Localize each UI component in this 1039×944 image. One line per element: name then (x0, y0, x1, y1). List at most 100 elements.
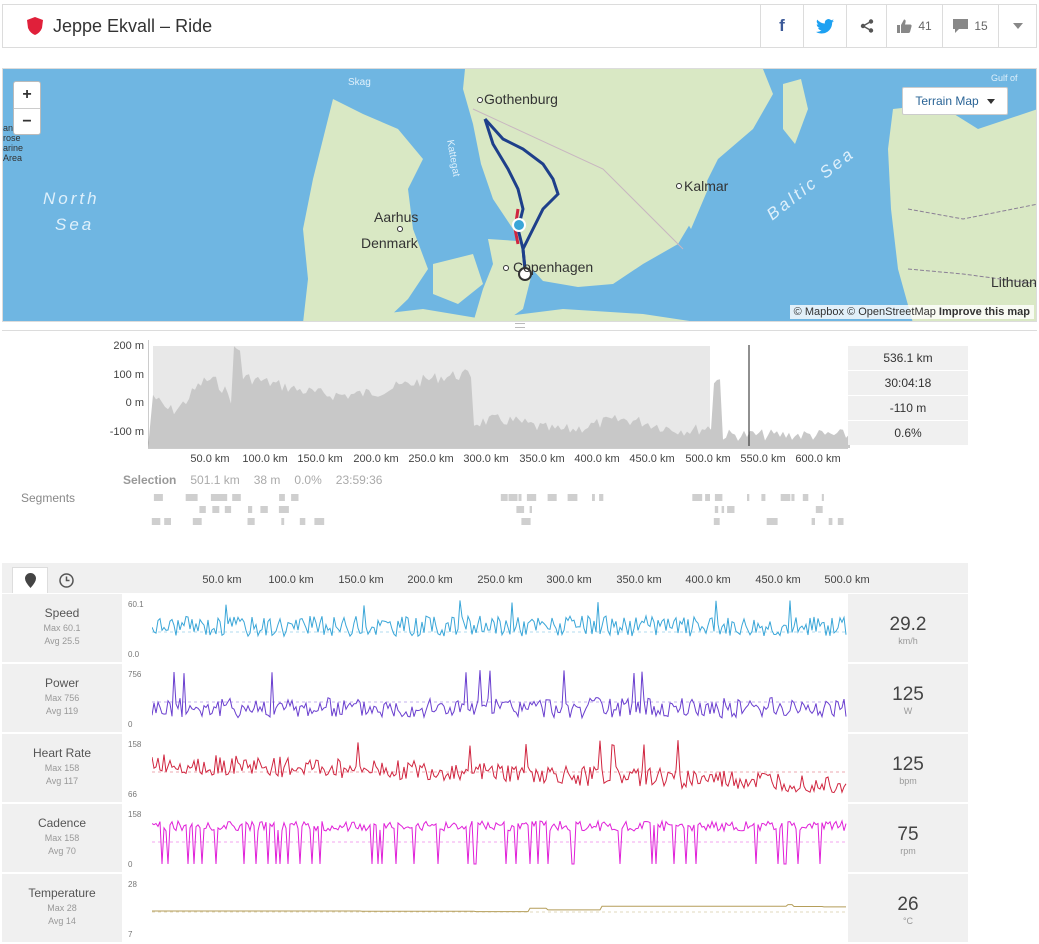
map-type-dropdown[interactable]: Terrain Map (902, 87, 1008, 115)
stream-row-power[interactable]: Power Max 756 Avg 119 756 0 125 W (2, 664, 968, 734)
stream-max: Max 60.1 (43, 623, 81, 633)
segment-bar[interactable] (248, 506, 253, 513)
segment-bar[interactable] (224, 506, 232, 513)
stream-line (152, 670, 847, 720)
stream-row-speed[interactable]: Speed Max 60.1 Avg 25.5 60.1 0.0 29.2 km… (2, 594, 968, 664)
map-label-aarhus: Aarhus (374, 209, 419, 225)
segment-bar[interactable] (727, 506, 735, 513)
segment-bar[interactable] (837, 518, 844, 525)
segment-bar[interactable] (299, 518, 303, 525)
segment-bar[interactable] (828, 518, 833, 525)
kudos-button[interactable]: 41 (886, 5, 942, 47)
map-label-marine-2: rose (3, 133, 21, 143)
segment-bar[interactable] (212, 506, 220, 513)
segment-bar[interactable] (599, 494, 604, 501)
power-stream-chart[interactable] (152, 666, 848, 730)
stream-row-cadence[interactable]: Cadence Max 158 Avg 70 158 0 75 rpm (2, 804, 968, 874)
selection-time: 23:59:36 (335, 473, 383, 487)
segment-bar[interactable] (291, 494, 299, 501)
segment-bar[interactable] (199, 506, 206, 513)
improve-map-link[interactable]: Improve this map (938, 306, 1030, 318)
elevation-x-tick: 150.0 km (297, 453, 343, 465)
segment-bar[interactable] (692, 494, 702, 501)
heart-rate-stream-chart[interactable] (152, 736, 848, 800)
segment-bar[interactable] (212, 494, 221, 501)
segment-bar[interactable] (219, 494, 223, 501)
segment-bar[interactable] (802, 494, 809, 501)
segment-bar[interactable] (592, 494, 595, 501)
segment-bar[interactable] (767, 518, 778, 525)
map-pin-tab[interactable] (12, 567, 48, 593)
segment-bar[interactable] (766, 518, 769, 525)
speed-stream-chart[interactable] (152, 596, 848, 660)
segment-bar[interactable] (521, 518, 531, 525)
segment-bar[interactable] (278, 506, 289, 513)
stream-line (152, 600, 847, 638)
segment-bar[interactable] (714, 506, 719, 513)
segment-bar[interactable] (526, 494, 537, 501)
segment-bar[interactable] (260, 506, 268, 513)
segment-bar[interactable] (815, 506, 823, 513)
comments-count: 15 (974, 19, 988, 33)
cadence-stream-chart[interactable] (152, 806, 848, 870)
segments-track[interactable] (150, 492, 850, 532)
segment-bar[interactable] (186, 494, 195, 501)
stream-x-tick: 300.0 km (546, 574, 592, 586)
segment-bar[interactable] (721, 506, 725, 513)
stream-value: 125 W (848, 664, 968, 732)
segment-bar[interactable] (705, 494, 710, 501)
segment-bar[interactable] (164, 518, 171, 525)
segment-bar[interactable] (761, 494, 766, 501)
segment-bar[interactable] (232, 494, 241, 501)
segment-bar[interactable] (247, 518, 255, 525)
stream-row-heart-rate[interactable]: Heart Rate Max 158 Avg 117 158 66 125 bp… (2, 734, 968, 804)
stream-name: Power (44, 676, 79, 690)
route-map[interactable]: Gothenburg Kalmar Aarhus Denmark Copenha… (2, 68, 1037, 322)
segment-bar[interactable] (500, 494, 508, 501)
share-button[interactable] (846, 5, 886, 47)
segment-bar[interactable] (281, 518, 285, 525)
segment-bar[interactable] (219, 494, 228, 501)
selection-distance: 501.1 km (190, 473, 240, 487)
segment-bar[interactable] (714, 494, 723, 501)
map-label-lithuania: Lithuan (991, 274, 1037, 290)
segment-bar[interactable] (151, 518, 161, 525)
segment-bar[interactable] (314, 518, 324, 525)
segment-bar[interactable] (782, 494, 790, 501)
stream-row-temperature[interactable]: Temperature Max 28 Avg 14 28 7 26 °C (2, 874, 968, 944)
attribution-mapbox-link[interactable]: © Mapbox (793, 306, 844, 318)
segment-bar[interactable] (747, 494, 750, 501)
temperature-stream-chart[interactable] (152, 876, 848, 940)
segment-bar[interactable] (279, 494, 285, 501)
segment-bar[interactable] (821, 494, 824, 501)
segment-bar[interactable] (319, 518, 325, 525)
segment-bar[interactable] (516, 506, 525, 513)
segment-bar[interactable] (811, 518, 815, 525)
segment-bar[interactable] (529, 506, 532, 513)
resize-handle[interactable] (515, 323, 525, 328)
segment-bar[interactable] (192, 518, 202, 525)
elevation-chart[interactable] (148, 340, 850, 452)
segment-bar[interactable] (548, 494, 555, 501)
facebook-share-button[interactable]: f (760, 5, 803, 47)
elevation-y-tick: -100 m (109, 426, 144, 438)
segment-bar[interactable] (713, 518, 720, 525)
elevation-profile (148, 346, 850, 448)
zoom-in-button[interactable]: + (22, 86, 32, 103)
stat-distance: 536.1 km (848, 346, 968, 370)
twitter-share-button[interactable] (803, 5, 846, 47)
time-tab[interactable] (48, 567, 84, 593)
zoom-out-button[interactable]: − (14, 108, 40, 134)
segment-bar[interactable] (508, 494, 518, 501)
segment-bar[interactable] (791, 494, 795, 501)
map-label-marine-4: Area (3, 153, 23, 163)
more-actions-button[interactable] (998, 5, 1036, 47)
segment-bar[interactable] (567, 494, 578, 501)
segment-bar[interactable] (238, 494, 241, 501)
segment-bar[interactable] (518, 494, 522, 501)
comments-button[interactable]: 15 (942, 5, 998, 47)
segment-bar[interactable] (301, 518, 306, 525)
attribution-osm-link[interactable]: © OpenStreetMap (847, 306, 936, 318)
segment-bar[interactable] (153, 494, 163, 501)
segment-bar[interactable] (193, 494, 198, 501)
